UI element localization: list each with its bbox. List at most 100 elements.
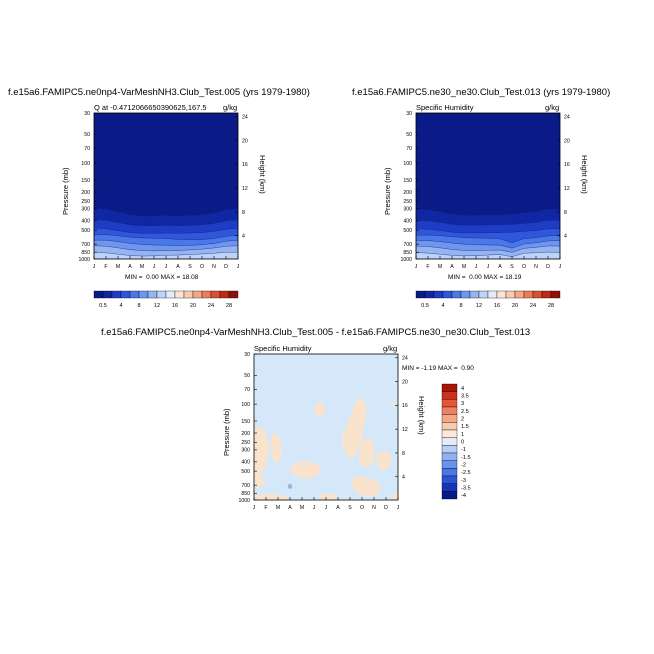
colorbar-swatch <box>228 290 239 299</box>
colorbar-swatch <box>451 290 462 299</box>
colorbar-swatch <box>441 437 458 446</box>
y-tick-label: 700 <box>81 242 90 248</box>
colorbar-tick-label: 4 <box>119 303 122 309</box>
colorbar-tick-label: 1 <box>461 432 464 438</box>
y-tick-label: 250 <box>403 199 412 205</box>
colorbar-tick-label: 12 <box>154 303 160 309</box>
y-tick-label: 400 <box>81 219 90 225</box>
y-tick-label: 70 <box>244 387 250 393</box>
x-tick-label: F <box>264 505 267 511</box>
colorbar-swatch <box>441 483 458 492</box>
x-tick-label: D <box>224 264 228 270</box>
colorbar-swatch <box>523 290 534 299</box>
colorbar-swatch <box>441 468 458 477</box>
y-tick-label: 200 <box>241 431 250 437</box>
y2-tick-label: 4 <box>402 475 405 481</box>
x-tick-label: J <box>397 505 400 511</box>
y-tick-label: 500 <box>81 228 90 234</box>
y-tick-label: 100 <box>403 161 412 167</box>
colorbar-swatch <box>138 290 149 299</box>
contour-plot-difference: J F M A M J J A S O N D J 30 50 70 100 150 200 250 300 400 500… <box>238 352 407 511</box>
y-tick-label: 50 <box>406 132 412 138</box>
positive-anomaly-region <box>389 401 396 405</box>
positive-anomaly-region <box>314 400 326 417</box>
colorbar-swatch <box>441 383 458 392</box>
y-tick-label: 500 <box>403 228 412 234</box>
colorbar-tick-label: 28 <box>226 303 232 309</box>
colorbar-swatch <box>460 290 471 299</box>
colorbar-tick-label: -2 <box>461 463 466 469</box>
colorbar-swatch <box>487 290 498 299</box>
y2-tick-label: 12 <box>242 186 248 192</box>
contour-plot-model-b: J F M A M J J A S O N D J 30 50 70 100 150 200 250 300 400 500… <box>400 111 569 270</box>
colorbar-swatch <box>156 290 167 299</box>
y2-tick-label: 24 <box>242 115 248 121</box>
y-tick-label: 200 <box>81 190 90 196</box>
y2-tick-label: 4 <box>564 234 567 240</box>
y-tick-label: 1000 <box>400 257 412 263</box>
x-tick-label: A <box>128 264 132 270</box>
colorbar-model-a: 0.5 4 8 12 16 20 24 28 <box>93 290 239 309</box>
x-tick-label: N <box>212 264 216 270</box>
min-max-stats: MIN = -1.19 MAX = 0.90 <box>402 365 474 372</box>
y-tick-label: 700 <box>241 483 250 489</box>
positive-anomaly-region <box>270 433 282 464</box>
x-tick-label: A <box>336 505 340 511</box>
x-tick-label: M <box>462 264 466 270</box>
x-tick-label: A <box>450 264 454 270</box>
y-tick-label: 700 <box>403 242 412 248</box>
colorbar-tick-label: 0.5 <box>99 303 107 309</box>
y2-tick-label: 20 <box>242 138 248 144</box>
y-tick-label: 150 <box>403 178 412 184</box>
y2-tick-label: 8 <box>564 210 567 216</box>
colorbar-swatch <box>120 290 131 299</box>
panel-units: g/kg <box>545 103 560 112</box>
y-tick-label: 100 <box>241 402 250 408</box>
colorbar-swatch <box>441 460 458 469</box>
panel-left-subtitle: Specific Humidity <box>416 103 474 112</box>
colorbar-tick-label: 2 <box>461 417 464 423</box>
x-tick-label: J <box>313 505 316 511</box>
x-tick-label: J <box>415 264 418 270</box>
min-max-stats: MIN = 0.00 MAX = 18.19 <box>448 274 522 281</box>
positive-anomaly-region <box>392 492 398 500</box>
panel-units: g/kg <box>383 344 398 353</box>
x-tick-label: S <box>510 264 514 270</box>
colorbar-tick-label: -3 <box>461 478 466 484</box>
colorbar-swatch <box>441 429 458 438</box>
y-axis-label: Pressure (mb) <box>383 167 392 215</box>
colorbar-tick-label: 2.5 <box>461 409 469 415</box>
colorbar-swatch <box>505 290 516 299</box>
contour-fill-background <box>254 354 398 500</box>
colorbar-tick-label: 8 <box>137 303 140 309</box>
colorbar-tick-label: 16 <box>172 303 178 309</box>
y2-tick-label: 20 <box>564 138 570 144</box>
colorbar-swatch <box>441 414 458 423</box>
colorbar-tick-label: -1 <box>461 447 466 453</box>
x-tick-label: N <box>534 264 538 270</box>
colorbar-swatch <box>183 290 194 299</box>
y-tick-label: 150 <box>81 178 90 184</box>
panel-left-subtitle: Specific Humidity <box>254 344 312 353</box>
x-tick-label: J <box>237 264 240 270</box>
colorbar-swatch <box>415 290 426 299</box>
panel-left-subtitle: Q at -0.4712066650390625,167.5 <box>94 103 207 112</box>
y-tick-label: 850 <box>81 250 90 256</box>
colorbar-swatch <box>441 452 458 461</box>
colorbar-swatch <box>219 290 230 299</box>
negative-anomaly-region <box>287 483 293 489</box>
y2-tick-label: 12 <box>564 186 570 192</box>
colorbar-swatch <box>441 491 458 500</box>
y-tick-label: 850 <box>241 491 250 497</box>
x-tick-label: O <box>360 505 364 511</box>
y-tick-label: 1000 <box>78 257 90 263</box>
colorbar-tick-label: 20 <box>512 303 518 309</box>
x-tick-label: D <box>384 505 388 511</box>
colorbar-swatch <box>201 290 212 299</box>
x-tick-label: O <box>200 264 204 270</box>
colorbar-tick-label: 20 <box>190 303 196 309</box>
y2-tick-label: 24 <box>564 115 570 121</box>
colorbar-swatch <box>441 422 458 431</box>
colorbar-swatch <box>441 475 458 484</box>
x-tick-label: J <box>153 264 156 270</box>
